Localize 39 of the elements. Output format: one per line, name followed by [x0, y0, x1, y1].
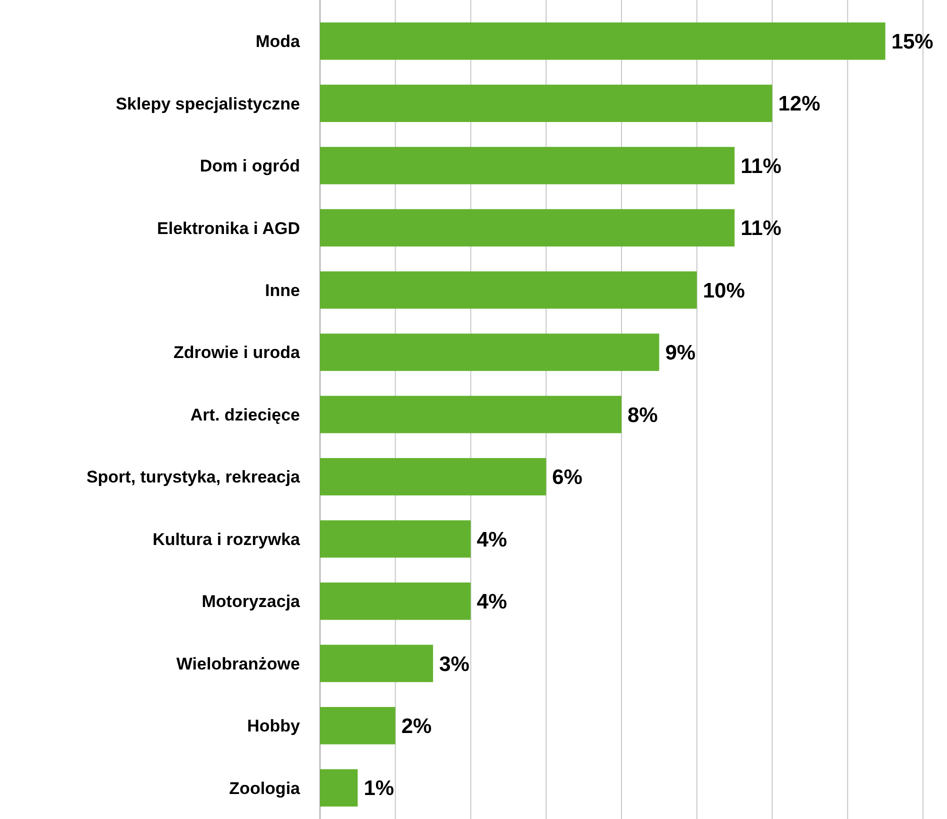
data-label: 3% — [439, 652, 470, 676]
y-tick-label: Motoryzacja — [202, 592, 301, 612]
y-tick-label: Zoologia — [229, 778, 301, 798]
y-tick-label: Inne — [265, 280, 300, 300]
y-tick-label: Art. dziecięce — [190, 405, 300, 424]
bar — [320, 520, 471, 558]
data-label: 8% — [628, 404, 658, 427]
bar — [320, 769, 358, 807]
bar — [320, 396, 622, 434]
y-tick-label: Hobby — [247, 716, 301, 736]
data-label: 10% — [702, 279, 746, 302]
data-label: 4% — [476, 590, 508, 614]
data-label: 4% — [476, 528, 508, 552]
y-tick-label: Sport, turystyka, rekreacja — [86, 468, 301, 487]
y-tick-label: Dom i ogród — [200, 156, 300, 176]
bar — [320, 22, 886, 60]
bar — [320, 706, 396, 744]
y-tick-label: Elektronika i AGD — [157, 218, 300, 238]
bar — [320, 582, 471, 620]
data-label: 11% — [740, 217, 782, 240]
y-tick-label: Moda — [256, 32, 301, 52]
y-tick-label: Wielobranżowe — [176, 654, 300, 674]
data-label: 9% — [665, 342, 696, 365]
data-label: 1% — [364, 777, 394, 800]
y-tick-label: Kultura i rozrywka — [152, 530, 301, 549]
data-label: 11% — [740, 154, 782, 178]
data-label: 2% — [401, 715, 432, 738]
data-label: 12% — [778, 92, 821, 116]
bar — [320, 84, 772, 122]
data-label: 15% — [891, 30, 934, 54]
bar — [320, 146, 735, 184]
bar — [320, 644, 434, 682]
y-tick-label: Sklepy specjalistyczne — [116, 94, 300, 114]
bar — [320, 334, 660, 371]
y-tick-label: Zdrowie i uroda — [173, 343, 301, 362]
bar — [320, 458, 546, 496]
bar — [320, 209, 735, 246]
data-label: 6% — [552, 466, 583, 490]
bar — [320, 271, 697, 309]
